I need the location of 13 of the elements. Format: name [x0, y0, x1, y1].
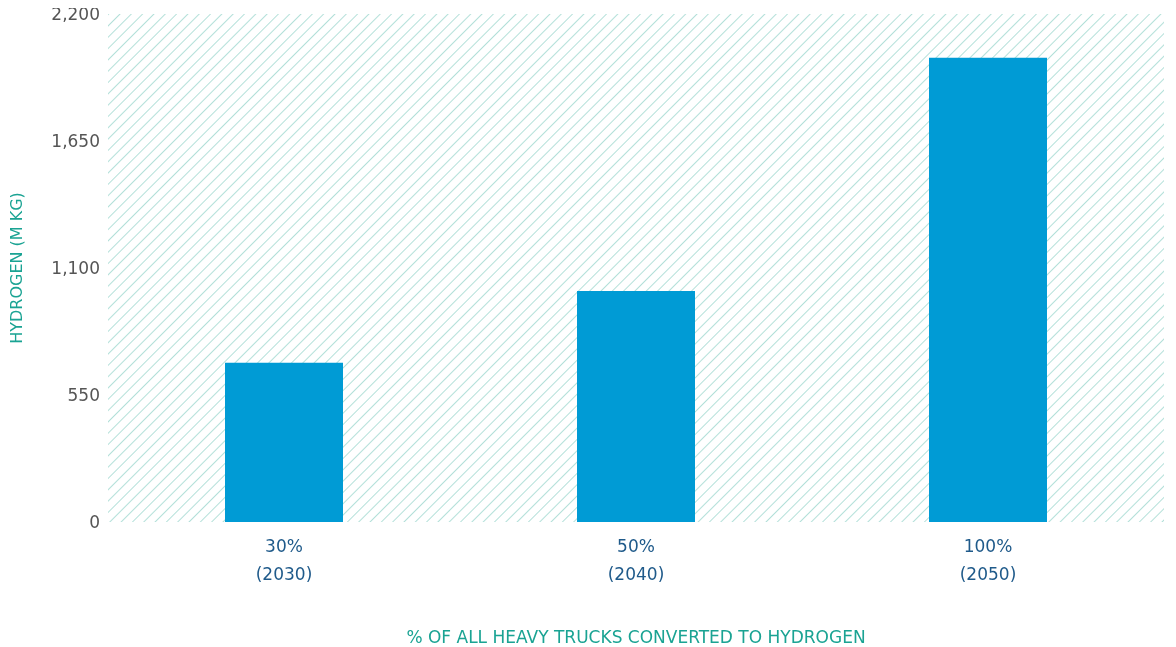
y-tick-label: 2,200	[51, 4, 100, 25]
bar	[225, 362, 343, 522]
y-tick-label: 550	[67, 385, 100, 406]
y-tick-label: 0	[89, 512, 100, 533]
x-tick-label: 30% (2030)	[255, 536, 313, 584]
x-axis-title: % OF ALL HEAVY TRUCKS CONVERTED TO HYDROGEN	[406, 627, 866, 647]
x-tick-label: 50% (2040)	[607, 536, 665, 584]
y-tick-label: 1,650	[51, 131, 100, 152]
bar	[577, 291, 695, 522]
y-axis-title: HYDROGEN (M KG)	[6, 192, 26, 344]
y-tick-label: 1,100	[51, 258, 100, 279]
x-tick-label: 100% (2050)	[959, 536, 1017, 584]
bar	[929, 57, 1047, 522]
